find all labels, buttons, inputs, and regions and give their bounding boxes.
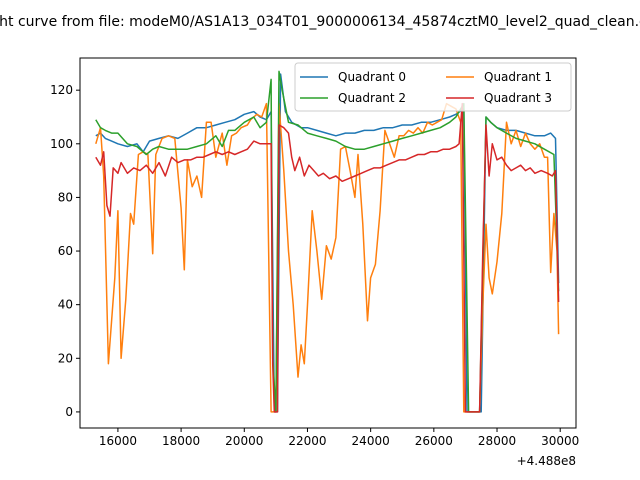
series-line-quadrant-3 [95,102,560,413]
y-tick-label: 100 [50,137,73,151]
y-tick-label: 80 [58,190,73,204]
x-tick-label: 22000 [288,434,326,448]
x-offset-label: +4.488e8 [517,454,576,468]
chart-title: Light curve from file: modeM0/AS1A13_034… [0,14,640,30]
x-axis: 16000 18000 20000 22000 24000 26000 28000 30000 [99,428,579,448]
x-tick-label: 24000 [352,434,390,448]
y-tick-label: 60 [58,244,73,258]
series-line-quadrant-1 [95,102,560,413]
x-tick-label: 30000 [541,434,579,448]
plot-frame [79,57,577,429]
y-tick-label: 0 [65,405,73,419]
legend-label-quadrant-2: Quadrant 2 [338,91,406,105]
series-line-quadrant-2 [95,70,560,413]
x-tick-label: 28000 [478,434,516,448]
legend: Quadrant 0 Quadrant 1 Quadrant 2 Quadrant 3 [294,62,572,112]
legend-label-quadrant-3: Quadrant 3 [484,91,552,105]
series-line-quadrant-0 [95,73,560,413]
x-tick-label: 26000 [415,434,453,448]
x-tick-label: 16000 [99,434,137,448]
y-tick-label: 120 [50,83,73,97]
legend-box [294,62,572,112]
series-layer [95,70,560,413]
legend-label-quadrant-0: Quadrant 0 [338,70,406,84]
legend-label-quadrant-1: Quadrant 1 [484,70,552,84]
x-tick-label: 18000 [162,434,200,448]
y-axis: 0 20 40 60 80 100 120 [50,83,80,419]
y-tick-label: 20 [58,351,73,365]
x-tick-label: 20000 [225,434,263,448]
y-tick-label: 40 [58,298,73,312]
